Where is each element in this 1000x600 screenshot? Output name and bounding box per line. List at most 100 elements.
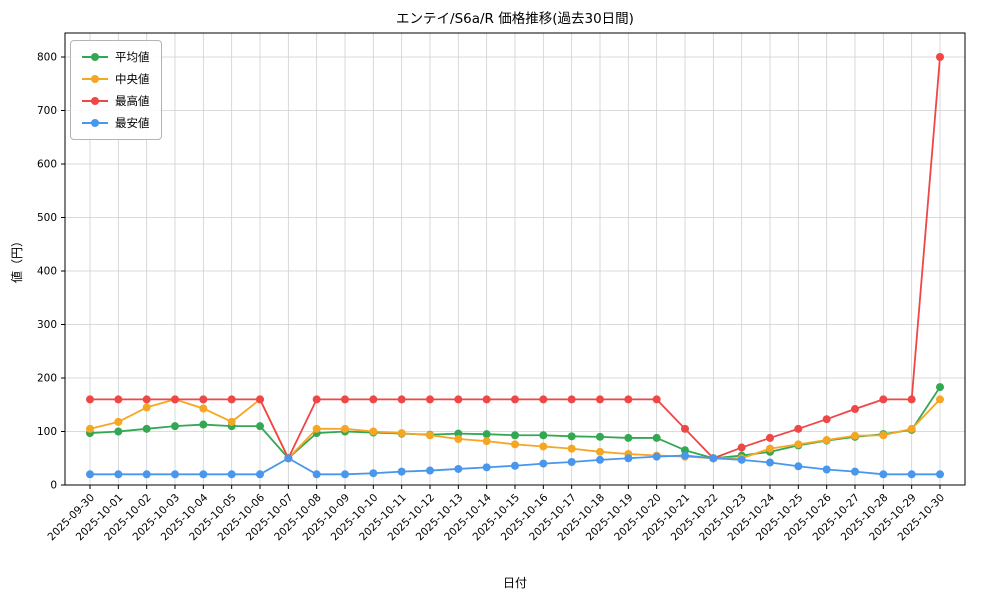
data-point: [511, 461, 519, 470]
data-point: [709, 454, 718, 463]
data-point: [171, 422, 179, 431]
data-point: [341, 470, 349, 479]
data-point: [114, 417, 123, 426]
data-point: [822, 415, 831, 424]
data-point: [426, 431, 434, 440]
y-tick-label: 300: [37, 319, 57, 331]
data-point: [907, 424, 916, 433]
data-point: [426, 466, 434, 475]
data-point: [171, 470, 179, 479]
data-point: [312, 395, 321, 404]
legend-marker-icon: [82, 119, 108, 128]
y-tick-label: 600: [37, 159, 57, 171]
data-point: [114, 427, 123, 436]
data-point: [482, 395, 491, 404]
data-point: [737, 443, 746, 452]
data-point: [114, 470, 123, 479]
data-point: [907, 470, 916, 479]
data-point: [369, 469, 378, 478]
data-point: [454, 395, 463, 404]
data-point: [199, 420, 208, 429]
data-point: [369, 427, 378, 436]
data-point: [567, 457, 576, 466]
legend-label: 中央値: [115, 72, 150, 86]
plot-border: [64, 32, 966, 486]
data-point: [142, 470, 151, 479]
legend: 平均値 中央値 最高値 最安値: [70, 40, 162, 140]
legend-label: 平均値: [115, 50, 150, 64]
y-tick-label: 0: [50, 480, 57, 492]
data-point: [256, 422, 264, 431]
data-point: [766, 458, 774, 467]
data-point: [511, 440, 519, 449]
data-point: [199, 470, 208, 479]
data-point: [142, 403, 151, 412]
x-axis-label: 日付: [503, 576, 527, 590]
data-point: [596, 447, 604, 456]
data-point: [482, 430, 491, 439]
legend-marker-icon: [82, 97, 108, 106]
data-point: [284, 454, 293, 463]
data-point: [539, 442, 548, 451]
y-tick-label: 100: [37, 426, 57, 438]
data-point: [86, 424, 94, 433]
data-point: [567, 444, 576, 453]
data-point: [86, 470, 94, 479]
data-point: [227, 417, 236, 426]
data-point: [454, 464, 463, 473]
data-point: [397, 429, 406, 438]
data-point: [907, 395, 916, 404]
data-point: [539, 395, 548, 404]
data-point: [171, 395, 179, 404]
data-point: [624, 454, 633, 463]
data-point: [737, 455, 746, 464]
chart-title: エンテイ/S6a/R 価格推移(過去30日間): [396, 11, 634, 27]
data-point: [369, 395, 378, 404]
legend-item: 最安値: [82, 115, 150, 131]
data-point: [539, 459, 548, 468]
data-point: [199, 395, 208, 404]
legend-marker-icon: [82, 53, 108, 62]
data-point: [341, 395, 349, 404]
data-point: [596, 432, 604, 441]
data-point: [851, 467, 859, 476]
data-point: [652, 395, 661, 404]
data-point: [851, 405, 859, 414]
legend-marker-icon: [82, 75, 108, 84]
data-point: [312, 470, 321, 479]
data-point: [397, 395, 406, 404]
data-point: [766, 444, 774, 453]
data-point: [539, 431, 548, 440]
data-point: [454, 434, 463, 443]
data-point: [794, 462, 803, 471]
data-point: [936, 383, 944, 392]
data-point: [936, 395, 944, 404]
y-tick-label: 200: [37, 373, 57, 385]
data-point: [426, 395, 434, 404]
data-point: [624, 395, 633, 404]
y-tick-label: 500: [37, 212, 57, 224]
data-point: [596, 455, 604, 464]
y-tick-label: 800: [37, 52, 57, 64]
data-point: [879, 395, 888, 404]
data-point: [681, 451, 689, 460]
data-point: [142, 424, 151, 433]
data-point: [766, 433, 774, 442]
legend-item: 中央値: [82, 71, 150, 87]
data-point: [567, 395, 576, 404]
y-axis-label: 値（円）: [9, 235, 24, 283]
data-point: [652, 433, 661, 442]
legend-item: 平均値: [82, 49, 150, 65]
y-tick-label: 700: [37, 105, 57, 117]
data-point: [596, 395, 604, 404]
data-point: [681, 424, 689, 433]
data-point: [936, 470, 944, 479]
data-point: [227, 395, 236, 404]
data-point: [511, 395, 519, 404]
data-point: [567, 432, 576, 441]
data-point: [256, 470, 264, 479]
data-point: [879, 470, 888, 479]
data-point: [652, 452, 661, 461]
